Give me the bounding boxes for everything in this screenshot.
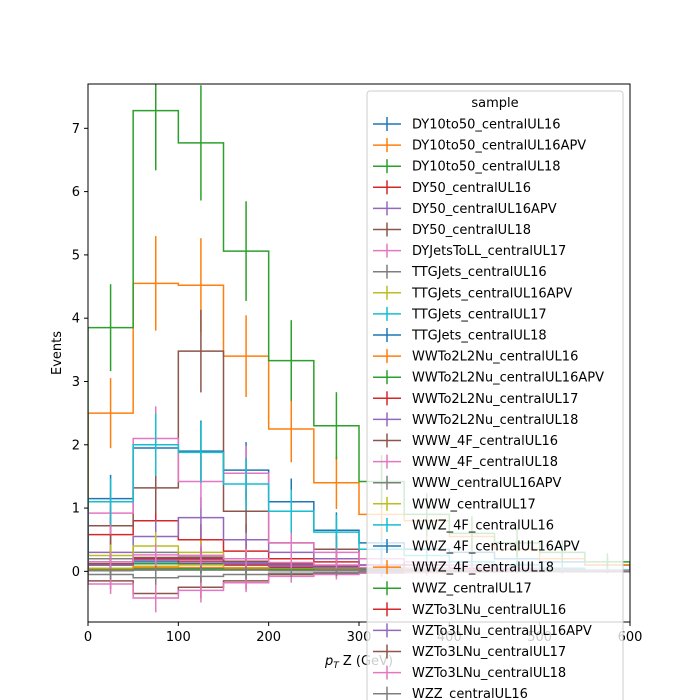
legend-item: DY10to50_centralUL16APV — [373, 138, 586, 154]
legend-label: WWW_centralUL17 — [412, 497, 536, 512]
legend-item: WZTo3LNu_centralUL18 — [373, 665, 566, 681]
x-tick-label: 300 — [347, 630, 372, 645]
legend-label: TTGJets_centralUL17 — [411, 307, 547, 322]
legend-item: DY50_centralUL16 — [373, 180, 531, 196]
legend-label: TTGJets_centralUL16 — [411, 265, 547, 280]
x-tick-label: 100 — [166, 630, 191, 645]
y-tick-label: 6 — [72, 185, 80, 200]
legend-label: WWTo2L2Nu_centralUL16APV — [412, 371, 604, 386]
legend-item: TTGJets_centralUL18 — [373, 328, 547, 344]
legend-label: WWW_4F_centralUL18 — [412, 455, 558, 470]
legend-item: WWTo2L2Nu_centralUL18 — [373, 412, 578, 428]
legend-label: DYJetsToLL_centralUL17 — [412, 244, 566, 259]
legend-item: WZTo3LNu_centralUL16APV — [373, 623, 592, 639]
y-tick-label: 1 — [72, 502, 80, 517]
y-tick-label: 7 — [72, 122, 80, 137]
legend-item: WWZ_4F_centralUL16 — [373, 517, 554, 533]
legend-label: WWZ_4F_centralUL18 — [412, 561, 554, 576]
legend-item: WWTo2L2Nu_centralUL16APV — [373, 370, 604, 386]
legend-item: DYJetsToLL_centralUL17 — [373, 243, 566, 259]
legend-label: DY50_centralUL16APV — [412, 202, 557, 217]
legend-items: DY10to50_centralUL16 DY10to50_centralUL16… — [373, 117, 604, 700]
y-tick-label: 5 — [72, 248, 80, 263]
legend-item: WWTo2L2Nu_centralUL17 — [373, 391, 578, 407]
legend: sample DY10to50_centralUL16DY10to50_cent… — [366, 90, 624, 700]
legend-item: WZTo3LNu_centralUL16 — [373, 602, 566, 618]
legend-title: sample — [471, 96, 518, 111]
legend-item: TTGJets_centralUL16APV — [373, 285, 572, 301]
legend-item: WWW_4F_centralUL18 — [373, 454, 558, 470]
legend-label: WWTo2L2Nu_centralUL17 — [412, 392, 578, 407]
legend-label: WWZ_4F_centralUL16 — [412, 518, 554, 533]
y-tick-label: 3 — [72, 375, 80, 390]
legend-label: WWZ_centralUL17 — [412, 582, 532, 597]
legend-item: DY50_centralUL16APV — [373, 201, 557, 217]
legend-label: WWW_centralUL16APV — [412, 476, 561, 491]
legend-item: DY50_centralUL18 — [373, 222, 531, 238]
legend-item: WWZ_4F_centralUL18 — [373, 560, 554, 576]
y-axis-ticks: 0 1 2 3 4 5 6 7 — [72, 122, 88, 580]
legend-item: WWW_4F_centralUL16 — [373, 433, 558, 449]
x-tick-label: 600 — [618, 630, 643, 645]
legend-label: WZZ_centralUL16 — [412, 687, 528, 700]
y-tick-label: 2 — [72, 438, 80, 453]
legend-label: WWZ_4F_centralUL16APV — [412, 540, 580, 555]
legend-label: DY50_centralUL16 — [412, 181, 531, 196]
y-tick-label: 0 — [72, 565, 80, 580]
legend-label: TTGJets_centralUL16APV — [411, 286, 572, 301]
legend-item: TTGJets_centralUL17 — [373, 306, 547, 322]
legend-item: WZTo3LNu_centralUL17 — [373, 644, 566, 660]
legend-label: DY50_centralUL18 — [412, 223, 531, 238]
legend-item: WZZ_centralUL16 — [373, 686, 528, 700]
legend-item: WWZ_centralUL17 — [373, 581, 532, 597]
legend-label: DY10to50_centralUL16APV — [412, 139, 586, 154]
y-tick-label: 4 — [72, 312, 80, 327]
legend-label: WZTo3LNu_centralUL16 — [412, 603, 566, 618]
legend-label: WWW_4F_centralUL16 — [412, 434, 558, 449]
legend-label: DY10to50_centralUL18 — [412, 160, 561, 175]
legend-label: WZTo3LNu_centralUL17 — [412, 645, 566, 660]
x-tick-label: 200 — [256, 630, 281, 645]
x-tick-label: 0 — [84, 630, 92, 645]
legend-label: WWTo2L2Nu_centralUL18 — [412, 413, 578, 428]
legend-box — [366, 90, 624, 700]
y-axis-label: Events — [50, 331, 65, 375]
legend-label: WWTo2L2Nu_centralUL16 — [412, 350, 578, 365]
legend-item: WWW_centralUL17 — [373, 496, 536, 512]
legend-item: WWW_centralUL16APV — [373, 475, 561, 491]
legend-label: WZTo3LNu_centralUL16APV — [412, 624, 592, 639]
legend-item: WWTo2L2Nu_centralUL16 — [373, 349, 578, 365]
legend-label: DY10to50_centralUL16 — [412, 118, 561, 133]
legend-item: TTGJets_centralUL16 — [373, 264, 547, 280]
legend-label: TTGJets_centralUL18 — [411, 329, 547, 344]
legend-item: WWZ_4F_centralUL16APV — [373, 539, 580, 555]
legend-label: WZTo3LNu_centralUL18 — [412, 666, 566, 681]
legend-item: DY10to50_centralUL16 — [373, 117, 561, 133]
legend-item: DY10to50_centralUL18 — [373, 159, 561, 175]
